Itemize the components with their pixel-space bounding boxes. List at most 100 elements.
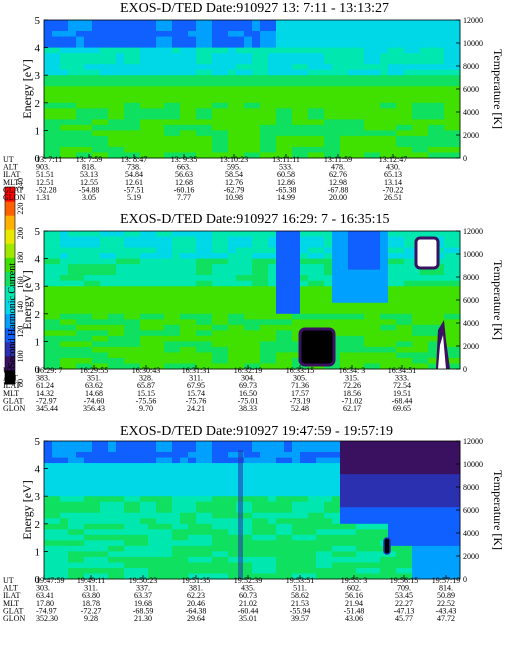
heatmap-cell <box>276 501 285 508</box>
heatmap-cell <box>316 463 325 469</box>
heatmap-cell <box>212 540 221 547</box>
heatmap-cell <box>60 264 69 271</box>
heatmap-cell <box>44 108 53 115</box>
heatmap-cell <box>148 69 157 76</box>
heatmap-cell <box>196 468 205 475</box>
heatmap-cell <box>372 446 381 453</box>
heatmap-cell <box>44 540 53 547</box>
heatmap-cell <box>228 53 237 60</box>
heatmap-cell <box>236 258 245 265</box>
heatmap-cell <box>124 141 133 148</box>
heatmap-cell <box>380 264 389 271</box>
heatmap-cell <box>324 119 333 126</box>
heatmap-cell <box>396 91 405 98</box>
heatmap-cell <box>180 474 189 481</box>
ephemeris-value: 19:51:35 <box>182 576 210 585</box>
heatmap-cell <box>220 75 229 82</box>
heatmap-cell <box>396 562 405 569</box>
heatmap-cell <box>164 523 173 530</box>
heatmap-cell <box>284 113 293 120</box>
heatmap-cell <box>124 146 133 153</box>
heatmap-cell <box>260 485 269 492</box>
heatmap-cell <box>276 452 285 458</box>
heatmap-cell <box>60 47 69 54</box>
heatmap-cell <box>268 269 277 276</box>
heatmap-cell <box>284 20 293 26</box>
heatmap-cell <box>244 291 253 298</box>
ephemeris-row-label: GLON <box>3 193 25 202</box>
heatmap-cell <box>444 479 453 486</box>
heatmap-cell <box>156 91 165 98</box>
heatmap-cell <box>132 512 141 519</box>
heatmap-cell <box>164 124 173 131</box>
heatmap-cell <box>268 512 277 519</box>
heatmap-cell <box>44 308 53 315</box>
heatmap-cell <box>388 446 397 453</box>
heatmap-cell <box>212 231 221 237</box>
colorbar-swatch <box>5 369 15 385</box>
heatmap-cell <box>60 113 69 120</box>
heatmap-cell <box>196 297 205 304</box>
heatmap-cell <box>68 102 77 109</box>
heatmap-cell <box>364 573 373 580</box>
heatmap-cell <box>68 567 77 574</box>
heatmap-cell <box>444 441 453 447</box>
heatmap-cell <box>100 567 109 574</box>
heatmap-cell <box>404 25 413 32</box>
heatmap-cell <box>324 69 333 76</box>
heatmap-cell <box>92 335 101 342</box>
heatmap-cell <box>148 47 157 54</box>
heatmap-cell <box>332 53 341 60</box>
heatmap-cell <box>92 507 101 514</box>
heatmap-cell <box>316 319 325 326</box>
heatmap-cell <box>52 75 61 82</box>
heatmap-cell <box>92 75 101 82</box>
heatmap-cell <box>108 330 117 337</box>
ephemeris-value: 24.21 <box>187 404 205 413</box>
heatmap-cell <box>148 540 157 547</box>
heatmap-cell <box>156 352 165 359</box>
heatmap-cell <box>132 47 141 54</box>
heatmap-cell <box>60 102 69 109</box>
heatmap-cell <box>68 302 77 309</box>
heatmap-cell <box>292 247 301 254</box>
heatmap-cell <box>452 457 461 464</box>
heatmap-cell <box>332 280 341 287</box>
heatmap-cell <box>228 457 237 464</box>
heatmap-cell <box>436 485 445 492</box>
heatmap-cell <box>204 130 213 137</box>
heatmap-cell <box>452 308 461 315</box>
ephemeris-value: 305. <box>293 374 307 383</box>
heatmap-cell <box>156 341 165 348</box>
heatmap-cell <box>76 352 85 359</box>
heatmap-cell <box>204 501 213 508</box>
heatmap-cell <box>308 490 317 497</box>
heatmap-cell <box>132 330 141 337</box>
heatmap-cell <box>420 352 429 359</box>
heatmap-cell <box>244 468 253 475</box>
heatmap-cell <box>84 86 93 93</box>
heatmap-cell <box>236 335 245 342</box>
ephemeris-value: 12.55 <box>80 178 98 187</box>
heatmap-cell <box>412 540 421 547</box>
heatmap-cell <box>84 108 93 115</box>
heatmap-cell <box>316 556 325 563</box>
heatmap-cell <box>340 512 349 519</box>
heatmap-cell <box>300 264 309 271</box>
heatmap-cell <box>412 523 421 530</box>
heatmap-cell <box>372 75 381 82</box>
heatmap-cell <box>268 291 277 298</box>
heatmap-cell <box>412 330 421 337</box>
panel-1: 012345020004000600080001000012000Energy … <box>3 15 505 202</box>
heatmap-cell <box>284 463 293 469</box>
heatmap-cell <box>60 545 69 552</box>
heatmap-cell <box>132 324 141 331</box>
heatmap-cell <box>244 501 253 508</box>
heatmap-cell <box>436 42 445 48</box>
heatmap-cell <box>132 102 141 109</box>
heatmap-cell <box>156 75 165 82</box>
heatmap-cell <box>284 363 293 370</box>
heatmap-cell <box>364 275 373 282</box>
heatmap-cell <box>252 335 261 342</box>
heatmap-cell <box>156 302 165 309</box>
